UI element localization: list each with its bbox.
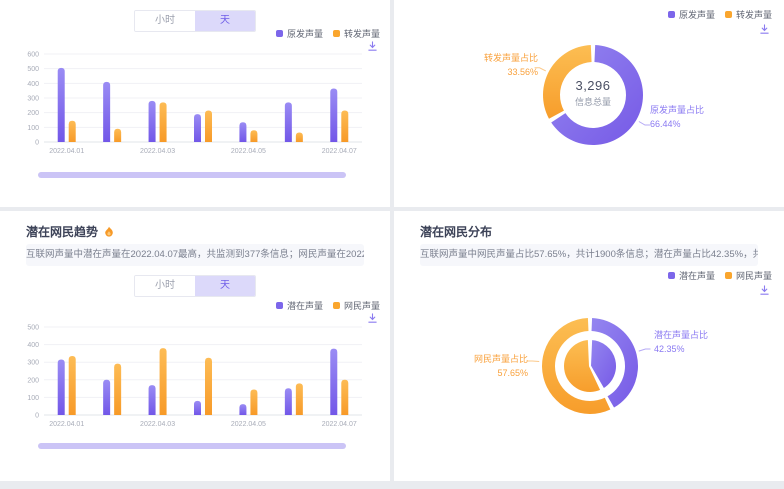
toggle-option-hour[interactable]: 小时 (135, 276, 195, 296)
slice-name: 潜在声量占比 (654, 330, 709, 340)
panel-title-netizen-trend: 潜在网民趋势 (26, 223, 115, 240)
download-icon[interactable] (367, 313, 378, 324)
svg-text:2022.04.05: 2022.04.05 (231, 421, 266, 428)
svg-text:500: 500 (27, 66, 39, 73)
svg-text:0: 0 (35, 413, 39, 420)
svg-text:400: 400 (27, 342, 39, 349)
panel-voice-share: 原发声量 转发声量 3,296 信息总量 原发声量占比 66.44% 转发声量占… (394, 0, 784, 207)
bar-chart-voice-trend: 0 100 200 300 400 500 600 2022.04.01 2022.04.03 2… (27, 52, 362, 155)
datazoom-slider[interactable] (38, 443, 346, 449)
svg-text:100: 100 (27, 395, 39, 402)
legend-voice-trend: 原发声量 转发声量 (275, 27, 380, 40)
svg-text:300: 300 (27, 96, 39, 103)
legend-label: 网民声量 (343, 301, 380, 311)
download-icon[interactable] (759, 285, 770, 296)
slice-name: 原发声量占比 (650, 105, 705, 115)
legend-marker-purple (667, 272, 675, 279)
svg-text:2022.04.07: 2022.04.07 (322, 148, 357, 155)
legend-marker-orange (724, 11, 732, 18)
time-granularity-toggle: 小时 天 (134, 10, 256, 32)
svg-text:2022.04.07: 2022.04.07 (322, 421, 357, 428)
panel-netizen-distribution: 潜在网民分布 互联网声量中网民声量占比57.65%，共计1900条信息；潜在声量… (394, 211, 784, 481)
slice-name: 转发声量占比 (483, 53, 538, 63)
legend-item-netizen-voice[interactable]: 网民声量 (724, 269, 772, 282)
svg-text:2022.04.03: 2022.04.03 (140, 421, 175, 428)
legend-label: 转发声量 (735, 10, 772, 20)
legend-marker-orange (332, 30, 340, 37)
slice-percent: 42.35% (654, 343, 685, 354)
slice-label-original-share: 原发声量占比 66.44% (650, 104, 704, 131)
toggle-option-hour[interactable]: 小时 (135, 11, 195, 31)
legend-netizen-distribution: 潜在声量 网民声量 (667, 269, 772, 282)
download-icon[interactable] (367, 41, 378, 52)
legend-item-repost-voice[interactable]: 转发声量 (724, 8, 772, 21)
legend-label: 潜在声量 (286, 301, 323, 311)
legend-item-potential-voice[interactable]: 潜在声量 (667, 269, 715, 282)
slice-percent: 33.56% (507, 66, 538, 77)
legend-voice-share: 原发声量 转发声量 (667, 8, 772, 21)
legend-label: 潜在声量 (678, 271, 715, 281)
title-text: 潜在网民趋势 (26, 225, 99, 239)
legend-marker-orange (332, 302, 340, 309)
total-volume-caption: 信息总量 (574, 97, 611, 107)
donut-chart-voice-share (534, 45, 650, 145)
svg-text:500: 500 (27, 325, 39, 332)
datazoom-slider[interactable] (38, 172, 346, 178)
donut-center-label: 3,296 信息总量 (543, 78, 643, 108)
title-text: 潜在网民分布 (420, 225, 493, 239)
legend-label: 原发声量 (286, 29, 323, 39)
svg-text:0: 0 (35, 140, 39, 147)
bar-chart-netizen-trend: 0 100 200 300 400 500 2022.04.01 2022.04.03 2022… (27, 325, 362, 428)
svg-text:2022.04.05: 2022.04.05 (231, 148, 266, 155)
legend-label: 原发声量 (678, 10, 715, 20)
slice-name: 网民声量占比 (473, 354, 528, 364)
svg-text:200: 200 (27, 377, 39, 384)
panel-netizen-trend: 潜在网民趋势 互联网声量中潜在声量在2022.04.07最高，共监测到377条信… (0, 211, 390, 481)
svg-text:200: 200 (27, 110, 39, 117)
svg-text:100: 100 (27, 125, 39, 132)
legend-marker-orange (724, 272, 732, 279)
toggle-option-day[interactable]: 天 (195, 276, 255, 296)
svg-text:600: 600 (27, 52, 39, 59)
slice-label-potential-share: 潜在声量占比 42.35% (654, 329, 708, 356)
slice-label-repost-share: 转发声量占比 33.56% (466, 52, 538, 79)
svg-text:2022.04.03: 2022.04.03 (140, 148, 175, 155)
download-icon[interactable] (759, 24, 770, 35)
legend-item-original-voice[interactable]: 原发声量 (667, 8, 715, 21)
summary-text: 互联网声量中潜在声量在2022.04.07最高，共监测到377条信息；网民声量在… (26, 244, 364, 266)
nested-pie-netizen-distribution (527, 318, 651, 414)
summary-text: 互联网声量中网民声量占比57.65%，共计1900条信息；潜在声量占比42.35… (420, 244, 758, 266)
svg-text:2022.04.01: 2022.04.01 (49, 421, 84, 428)
legend-label: 网民声量 (735, 271, 772, 281)
legend-item-netizen-voice[interactable]: 网民声量 (332, 299, 380, 312)
legend-label: 转发声量 (343, 29, 380, 39)
panel-voice-trend: 小时 天 原发声量 转发声量 0 100 200 300 400 500 600 2022.0… (0, 0, 390, 207)
legend-item-potential-voice[interactable]: 潜在声量 (275, 299, 323, 312)
slice-percent: 57.65% (497, 367, 528, 378)
legend-item-repost-voice[interactable]: 转发声量 (332, 27, 380, 40)
legend-marker-purple (667, 11, 675, 18)
slice-label-netizen-share: 网民声量占比 57.65% (452, 353, 528, 380)
svg-text:300: 300 (27, 360, 39, 367)
slice-percent: 66.44% (650, 118, 681, 129)
svg-text:400: 400 (27, 81, 39, 88)
time-granularity-toggle: 小时 天 (134, 275, 256, 297)
legend-marker-purple (275, 302, 283, 309)
svg-text:2022.04.01: 2022.04.01 (49, 148, 84, 155)
panel-title-netizen-distribution: 潜在网民分布 (420, 223, 492, 240)
total-volume-value: 3,296 (575, 78, 611, 93)
legend-netizen-trend: 潜在声量 网民声量 (275, 299, 380, 312)
legend-item-original-voice[interactable]: 原发声量 (275, 27, 323, 40)
toggle-option-day[interactable]: 天 (195, 11, 255, 31)
legend-marker-purple (275, 30, 283, 37)
flame-icon (103, 226, 115, 238)
